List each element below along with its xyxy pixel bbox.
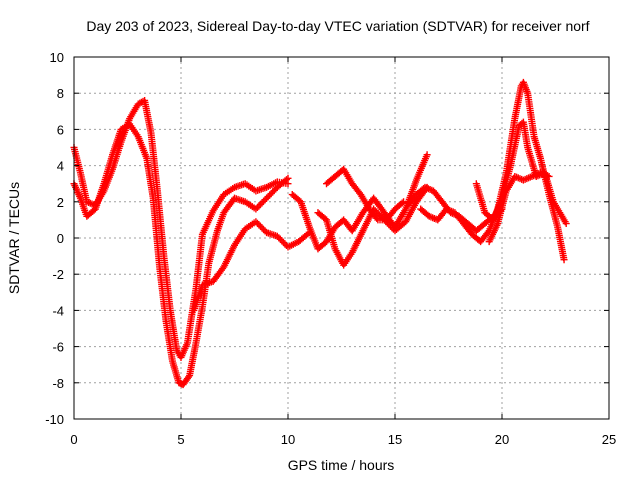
axis-ticks: 0 5 10 15 20 25 -10 -8 -6 -4 -2 0 2 4 6 8 10 (45, 50, 616, 447)
x-tick-label: 5 (177, 432, 184, 447)
series-track-6 (323, 165, 408, 224)
y-tick-label: 4 (57, 159, 64, 174)
data-point-fill (261, 196, 269, 204)
grid-lines (74, 57, 609, 419)
x-axis-label: GPS time / hours (288, 457, 395, 473)
data-point-fill (258, 199, 266, 207)
y-tick-label: 10 (50, 50, 64, 65)
data-point (273, 232, 281, 240)
series-track-10 (485, 169, 553, 246)
x-tick-label: 10 (281, 432, 295, 447)
series-track-5 (314, 183, 431, 269)
data-point-fill (267, 190, 275, 198)
data-point-fill (255, 221, 263, 229)
y-tick-label: -4 (52, 303, 64, 318)
y-axis-label: SDTVAR / TECUs (6, 182, 22, 294)
data-points (70, 78, 570, 389)
data-point-fill (278, 237, 286, 245)
data-point-fill (275, 234, 283, 242)
data-point-fill (282, 176, 290, 184)
data-point (263, 194, 271, 202)
data-point-fill (260, 225, 268, 233)
data-point-fill (264, 193, 272, 201)
data-point-fill (184, 373, 192, 381)
data-point-fill (255, 202, 263, 210)
y-tick-label: 2 (57, 195, 64, 210)
x-tick-label: 0 (70, 432, 77, 447)
data-point (252, 218, 260, 226)
y-tick-label: 8 (57, 86, 64, 101)
series-track-3 (190, 218, 313, 314)
data-point-fill (270, 186, 278, 194)
data-point-fill (256, 222, 264, 230)
data-point-fill (258, 224, 266, 232)
data-point-fill (276, 235, 284, 243)
y-tick-label: 6 (57, 122, 64, 137)
y-tick-label: -10 (45, 412, 64, 427)
data-point-fill (281, 240, 289, 248)
data-point (545, 172, 553, 180)
y-tick-label: -8 (52, 376, 64, 391)
data-point-fill (253, 219, 261, 227)
data-point-fill (388, 224, 396, 232)
data-point-fill (253, 203, 261, 211)
y-tick-label: -6 (52, 340, 64, 355)
y-tick-label: -2 (52, 267, 64, 282)
series-track-9 (472, 118, 570, 228)
data-point-fill (269, 188, 277, 196)
y-tick-label: 0 (57, 231, 64, 246)
data-point-fill (373, 214, 381, 222)
x-tick-label: 25 (602, 432, 616, 447)
data-point (284, 174, 292, 182)
chart-title: Day 203 of 2023, Sidereal Day-to-day VTE… (86, 18, 589, 34)
data-point-fill (385, 221, 393, 229)
data-point-fill (279, 238, 287, 246)
data-point-fill (386, 222, 394, 230)
data-point-fill (266, 191, 274, 199)
data-point-fill (260, 197, 268, 205)
x-tick-label: 15 (388, 432, 402, 447)
data-point (562, 220, 570, 228)
data-point-fill (256, 200, 264, 208)
data-point (252, 205, 260, 213)
data-point (400, 198, 408, 206)
data-point-fill (398, 199, 406, 207)
x-tick-label: 20 (495, 432, 509, 447)
series-track-2 (70, 120, 292, 389)
data-point (423, 151, 431, 159)
data-point (560, 256, 568, 264)
